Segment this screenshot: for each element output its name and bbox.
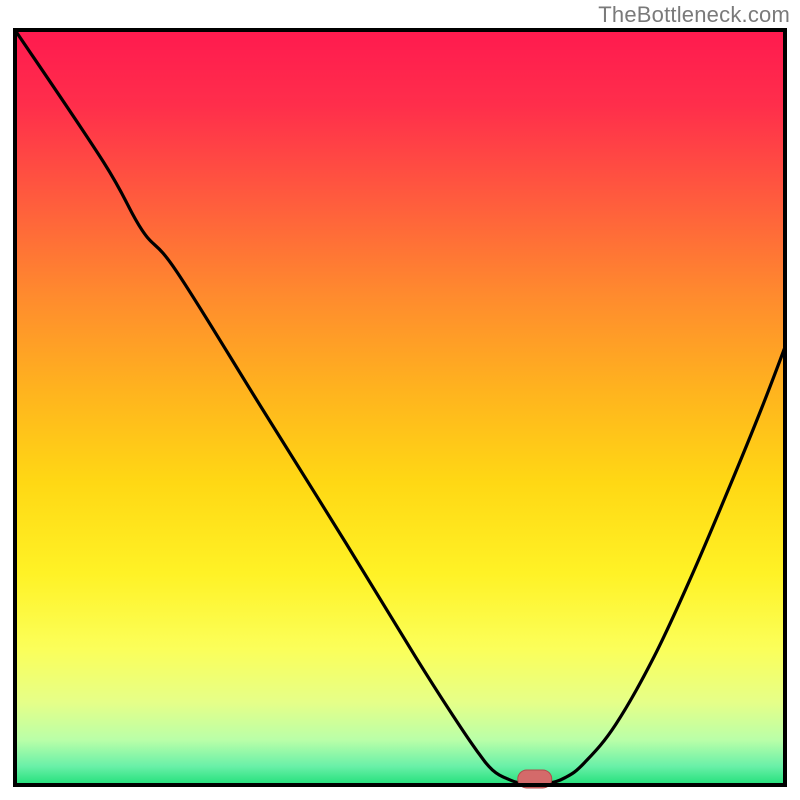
chart-svg bbox=[0, 0, 800, 800]
plot-area bbox=[15, 30, 785, 788]
bottleneck-chart: TheBottleneck.com bbox=[0, 0, 800, 800]
gradient-background bbox=[15, 30, 785, 785]
